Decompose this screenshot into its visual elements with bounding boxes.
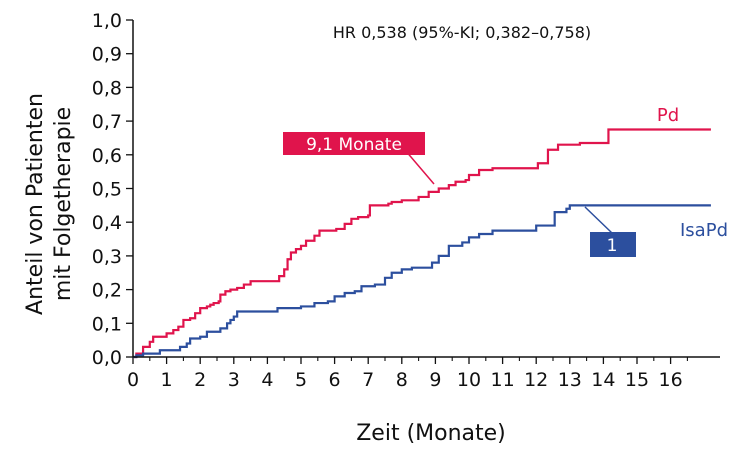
x-axis-label: Zeit (Monate) <box>356 421 506 446</box>
hazard-ratio-annotation: HR 0,538 (95%-KI; 0,382–0,758) <box>333 23 591 42</box>
x-tick-label: 13 <box>558 369 582 391</box>
y-tick-label: 0,8 <box>92 77 122 99</box>
x-tick-label: 10 <box>457 369 481 391</box>
isapd-median-label: 1 <box>607 236 618 256</box>
y-tick-label: 0,5 <box>92 179 122 201</box>
x-tick-label: 2 <box>194 369 206 391</box>
y-tick-labels: 0,0 0,1 0,2 0,3 0,4 0,5 0,6 0,7 0,8 0,9 1,0 <box>92 10 122 369</box>
x-tick-label: 3 <box>228 369 240 391</box>
x-tick-label: 15 <box>625 369 649 391</box>
y-tick-label: 0,0 <box>92 347 122 369</box>
pd-series-label: Pd <box>657 105 679 126</box>
x-tick-label: 0 <box>127 369 139 391</box>
x-tick-label: 9 <box>429 369 441 391</box>
y-tick-label: 0,6 <box>92 145 122 167</box>
y-tick-label: 0,9 <box>92 44 122 66</box>
isapd-series-label: IsaPd <box>680 220 728 241</box>
y-tick-label: 0,1 <box>92 313 122 335</box>
x-tick-label: 14 <box>591 369 615 391</box>
y-tick-label: 0,2 <box>92 280 122 302</box>
isapd-median-leader <box>585 207 612 233</box>
series-line-isapd <box>133 205 711 357</box>
y-tick-label: 0,7 <box>92 111 122 133</box>
x-tick-label: 11 <box>491 369 515 391</box>
x-tick-label: 12 <box>524 369 548 391</box>
x-tick-label: 4 <box>261 369 273 391</box>
x-tick-label: 1 <box>161 369 173 391</box>
axes-ticks <box>126 20 687 364</box>
x-tick-label: 16 <box>659 369 683 391</box>
x-tick-label: 8 <box>396 369 408 391</box>
x-tick-label: 5 <box>295 369 307 391</box>
pd-median-label: 9,1 Monate <box>306 135 402 155</box>
x-tick-labels: 0 1 2 3 4 5 6 7 8 9 10 11 12 13 14 15 16 <box>127 369 683 391</box>
y-tick-label: 0,4 <box>92 212 122 234</box>
y-tick-label: 1,0 <box>92 10 122 32</box>
y-axis-label-line1: Anteil von Patienten <box>23 93 48 315</box>
y-axis-label-line2: mit Folgetherapie <box>51 107 76 301</box>
y-tick-label: 0,3 <box>92 246 122 268</box>
x-tick-label: 7 <box>362 369 374 391</box>
pd-median-leader <box>405 150 434 184</box>
x-tick-label: 6 <box>329 369 341 391</box>
